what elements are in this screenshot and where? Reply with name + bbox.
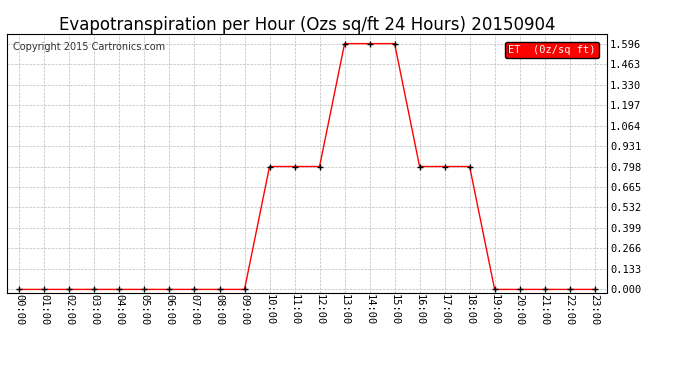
Text: Copyright 2015 Cartronics.com: Copyright 2015 Cartronics.com xyxy=(13,42,165,51)
Legend: ET  (0z/sq ft): ET (0z/sq ft) xyxy=(505,42,599,58)
Title: Evapotranspiration per Hour (Ozs sq/ft 24 Hours) 20150904: Evapotranspiration per Hour (Ozs sq/ft 2… xyxy=(59,16,555,34)
